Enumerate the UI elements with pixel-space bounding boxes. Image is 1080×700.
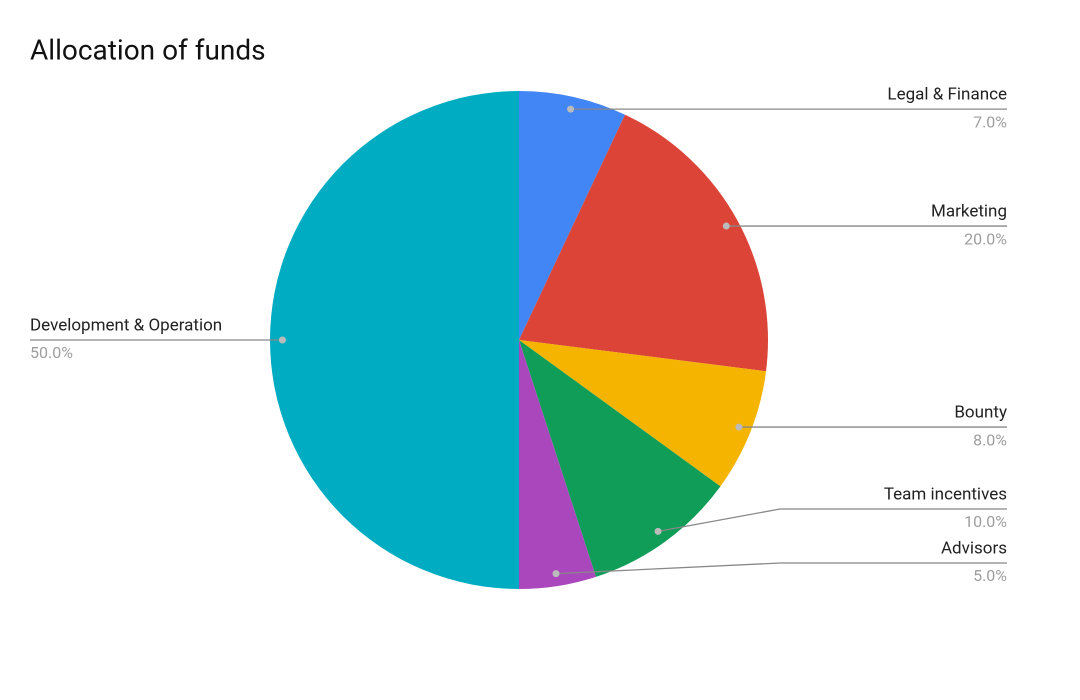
leader-dot <box>654 527 662 535</box>
slice-value-label: 50.0% <box>30 343 73 362</box>
pie-slice <box>519 91 626 340</box>
pie-slice <box>519 340 721 577</box>
leader-dot <box>735 423 743 431</box>
slice-label: Bounty <box>954 403 1007 423</box>
slice-label: Legal & Finance <box>887 85 1007 105</box>
pie-slice <box>519 340 767 487</box>
slice-value-label: 8.0% <box>973 430 1007 449</box>
slice-value-label: 20.0% <box>964 229 1007 248</box>
leader-dot <box>278 336 286 344</box>
slice-label: Development & Operation <box>30 315 222 335</box>
leader-line <box>657 508 1007 533</box>
leader-line <box>555 562 1007 575</box>
slice-label: Team incentives <box>884 484 1007 504</box>
leader-dot <box>567 105 575 113</box>
slice-value-label: 10.0% <box>964 512 1007 531</box>
pie-slice <box>519 114 768 372</box>
leader-dot <box>722 222 730 230</box>
slice-value-label: 7.0% <box>973 112 1007 131</box>
slice-value-label: 5.0% <box>973 566 1007 585</box>
slice-label: Advisors <box>941 538 1007 558</box>
slice-label: Marketing <box>931 202 1007 222</box>
leader-dot <box>552 570 560 578</box>
chart-title: Allocation of funds <box>30 33 266 66</box>
pie-slice <box>270 91 519 589</box>
pie-slice <box>519 340 596 589</box>
